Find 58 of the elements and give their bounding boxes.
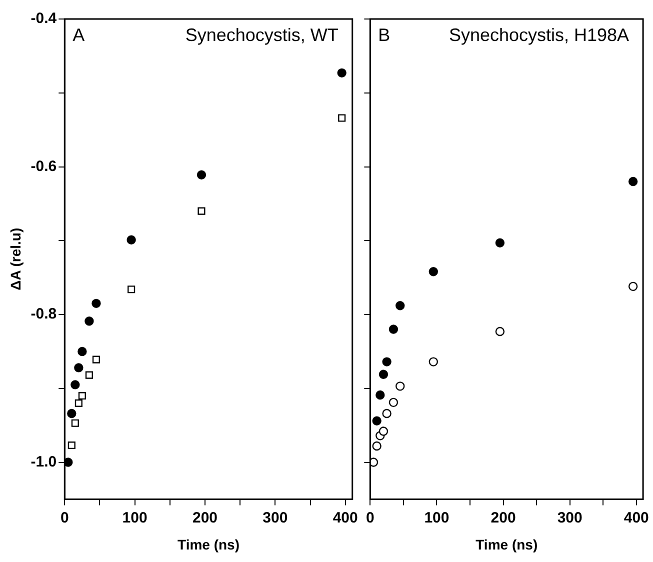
point	[396, 382, 405, 391]
point	[196, 170, 206, 180]
point	[378, 370, 388, 379]
point	[68, 441, 76, 450]
chart-title: Synechocystis, WT	[185, 24, 338, 45]
point	[64, 458, 73, 467]
point	[388, 324, 398, 334]
point	[428, 357, 438, 366]
x-tick-label: 400	[624, 509, 649, 526]
point	[92, 356, 100, 364]
x-axis-title: Time (ns)	[476, 536, 538, 552]
point	[495, 326, 505, 336]
point	[376, 390, 385, 400]
point	[74, 363, 84, 372]
x-tick-label: 200	[490, 509, 516, 526]
point	[372, 441, 382, 451]
point	[372, 416, 382, 426]
x-tick-label: 100	[424, 509, 450, 526]
point	[338, 114, 346, 122]
point	[78, 346, 87, 356]
x-axis-title: Time (ns)	[178, 536, 240, 552]
y-tick-label: -0.4	[30, 10, 58, 28]
point	[388, 398, 398, 408]
point	[128, 286, 136, 294]
point	[628, 282, 638, 292]
point	[84, 316, 94, 326]
point	[378, 426, 388, 436]
point	[78, 392, 86, 400]
y-tick-label: -0.8	[30, 306, 57, 323]
point	[92, 298, 101, 308]
point	[495, 238, 505, 248]
point	[74, 399, 82, 407]
chart-title: Synechocystis, H198A	[448, 24, 630, 45]
y-tick-label: -1.0	[30, 453, 57, 470]
point	[198, 207, 206, 215]
point	[428, 267, 438, 276]
x-tick-label: 0	[366, 509, 374, 526]
point	[85, 371, 93, 379]
x-tick-label: 100	[122, 509, 148, 526]
x-tick-label: 400	[332, 509, 358, 526]
point	[396, 301, 405, 310]
point	[71, 419, 79, 427]
annotation: B	[378, 24, 390, 45]
y-axis-title: ΔA (rel.u)	[7, 228, 24, 290]
annotation: A	[72, 24, 85, 45]
y-tick-label: -0.6	[30, 158, 57, 175]
point	[370, 458, 378, 467]
point	[70, 380, 80, 390]
x-tick-label: 300	[557, 509, 582, 526]
x-tick-label: 300	[262, 509, 288, 526]
point	[382, 408, 392, 418]
x-tick-label: 200	[192, 509, 218, 526]
x-tick-label: 0	[60, 509, 69, 526]
point	[337, 68, 346, 78]
point	[628, 176, 638, 186]
point	[382, 357, 392, 366]
point	[126, 235, 136, 244]
point	[67, 408, 76, 418]
